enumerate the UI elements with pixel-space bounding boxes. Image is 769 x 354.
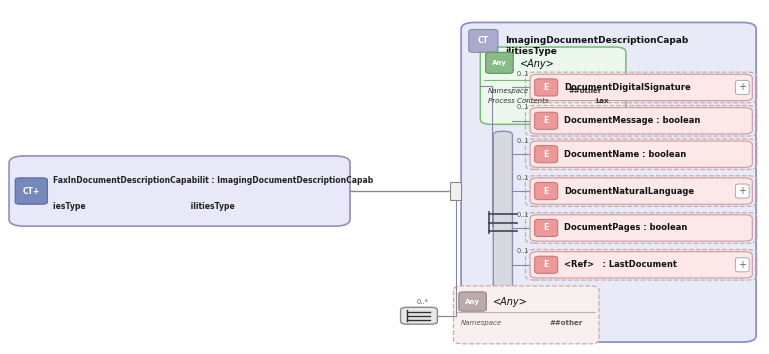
FancyBboxPatch shape xyxy=(534,256,558,273)
FancyBboxPatch shape xyxy=(486,52,513,73)
FancyBboxPatch shape xyxy=(530,178,752,204)
Text: E: E xyxy=(544,260,549,269)
Text: Any: Any xyxy=(465,298,480,304)
FancyBboxPatch shape xyxy=(534,219,558,236)
Text: 0..1: 0..1 xyxy=(516,249,529,255)
FancyBboxPatch shape xyxy=(534,112,558,129)
Text: Lax: Lax xyxy=(595,98,609,104)
Text: Any: Any xyxy=(492,60,507,66)
Text: 0..1: 0..1 xyxy=(516,138,529,144)
Text: DocumentNaturalLanguage: DocumentNaturalLanguage xyxy=(564,187,694,195)
Text: Namespace: Namespace xyxy=(488,88,529,94)
Text: E: E xyxy=(544,83,549,92)
Text: FaxInDocumentDescriptionCapabilit : ImagingDocumentDescriptionCapab: FaxInDocumentDescriptionCapabilit : Imag… xyxy=(54,176,374,185)
FancyBboxPatch shape xyxy=(534,145,558,163)
Text: Process Contents: Process Contents xyxy=(488,98,548,104)
Text: <Any>: <Any> xyxy=(520,59,555,69)
Text: 0..1: 0..1 xyxy=(516,71,529,77)
FancyBboxPatch shape xyxy=(530,141,752,167)
Text: E: E xyxy=(544,150,549,159)
Text: ##other: ##other xyxy=(549,320,582,326)
Text: 0..1: 0..1 xyxy=(516,104,529,110)
FancyBboxPatch shape xyxy=(459,292,487,311)
Text: +: + xyxy=(738,186,747,196)
Text: E: E xyxy=(544,223,549,233)
FancyBboxPatch shape xyxy=(9,156,350,226)
Text: ImagingDocumentDescriptionCapab: ImagingDocumentDescriptionCapab xyxy=(505,36,689,45)
Text: E: E xyxy=(544,187,549,195)
FancyBboxPatch shape xyxy=(530,108,752,134)
Text: CT: CT xyxy=(478,36,489,45)
FancyBboxPatch shape xyxy=(401,307,438,324)
FancyBboxPatch shape xyxy=(493,131,512,321)
FancyBboxPatch shape xyxy=(735,80,749,95)
FancyBboxPatch shape xyxy=(461,22,756,342)
FancyBboxPatch shape xyxy=(534,183,558,200)
Text: ilitiesType: ilitiesType xyxy=(505,47,558,56)
Text: DocumentPages : boolean: DocumentPages : boolean xyxy=(564,223,687,233)
Text: iesType                                        ilitiesType: iesType ilitiesType xyxy=(54,202,235,211)
FancyBboxPatch shape xyxy=(530,74,752,101)
Text: ##other: ##other xyxy=(568,88,601,94)
FancyBboxPatch shape xyxy=(469,29,498,52)
Text: Namespace: Namespace xyxy=(461,320,502,326)
FancyBboxPatch shape xyxy=(15,178,48,204)
FancyBboxPatch shape xyxy=(735,184,749,198)
Text: E: E xyxy=(544,116,549,125)
Text: 0..1: 0..1 xyxy=(516,175,529,181)
Text: 0..1: 0..1 xyxy=(516,212,529,218)
Text: <Any>: <Any> xyxy=(493,297,528,307)
Text: 0..*: 0..* xyxy=(417,299,428,306)
Text: DocumentDigitalSignature: DocumentDigitalSignature xyxy=(564,83,691,92)
FancyBboxPatch shape xyxy=(481,47,626,124)
FancyBboxPatch shape xyxy=(454,286,599,344)
FancyBboxPatch shape xyxy=(530,252,752,278)
Text: DocumentMessage : boolean: DocumentMessage : boolean xyxy=(564,116,700,125)
FancyBboxPatch shape xyxy=(530,215,752,241)
Bar xyxy=(451,182,461,200)
Text: DocumentName : boolean: DocumentName : boolean xyxy=(564,150,686,159)
Text: CT+: CT+ xyxy=(22,187,40,195)
Text: +: + xyxy=(738,260,747,270)
Text: +: + xyxy=(738,82,747,92)
FancyBboxPatch shape xyxy=(534,79,558,96)
FancyBboxPatch shape xyxy=(735,258,749,272)
Text: <Ref>   : LastDocument: <Ref> : LastDocument xyxy=(564,260,677,269)
